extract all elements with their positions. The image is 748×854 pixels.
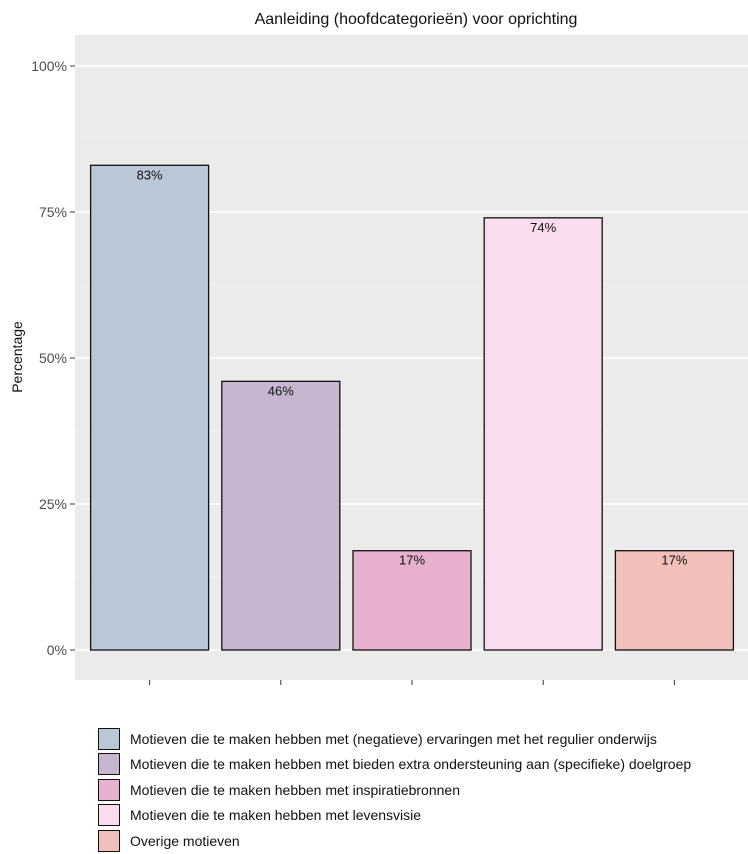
y-tick-label: 50%: [39, 350, 67, 366]
bar: [89, 164, 210, 651]
y-tick-label: 75%: [39, 204, 67, 220]
y-tick-label: 0%: [47, 642, 67, 658]
chart-title: Aanleiding (hoofdcategorieën) voor opric…: [255, 11, 578, 28]
bar: [352, 550, 472, 651]
bar-chart: 0% 25% 50% 75% 100% 83% 46% 17% 74% 17% Aanleidi…: [9, 11, 748, 685]
data-label: 74%: [530, 220, 556, 235]
bar: [614, 550, 735, 651]
legend-label: Motieven die te maken hebben met levensv…: [130, 807, 422, 824]
data-label: 83%: [137, 167, 163, 182]
y-tick-label: 100%: [31, 58, 67, 74]
legend-item: Motieven die te maken hebben met (negati…: [98, 726, 691, 752]
data-label: 46%: [268, 383, 294, 398]
x-axis: [149, 680, 675, 685]
legend-label: Motieven die te maken hebben met (negati…: [130, 730, 657, 747]
legend-label: Motieven die te maken hebben met bieden …: [130, 756, 692, 773]
legend-item: Overige motieven: [98, 828, 691, 854]
legend-item: Motieven die te maken hebben met levensv…: [98, 803, 691, 829]
legend-item: Motieven die te maken hebben met inspira…: [98, 777, 691, 803]
legend-swatch: [98, 753, 120, 776]
y-tick-label: 25%: [39, 496, 67, 512]
legend-swatch: [98, 727, 120, 750]
legend-label: Motieven die te maken hebben met inspira…: [130, 781, 460, 798]
bar: [483, 217, 603, 651]
legend-swatch: [98, 804, 120, 827]
y-axis: 0% 25% 50% 75% 100%: [31, 58, 75, 658]
legend-swatch: [98, 829, 120, 852]
bars: 83% 46% 17% 74% 17%: [89, 164, 735, 651]
legend-label: Overige motieven: [130, 832, 240, 849]
y-axis-label: Percentage: [9, 321, 25, 393]
legend-item: Motieven die te maken hebben met bieden …: [98, 752, 691, 778]
bar: [221, 380, 341, 651]
legend-swatch: [98, 778, 120, 801]
legend: Motieven die te maken hebben met (negati…: [98, 726, 691, 854]
data-label: 17%: [399, 553, 425, 568]
data-label: 17%: [661, 553, 687, 568]
